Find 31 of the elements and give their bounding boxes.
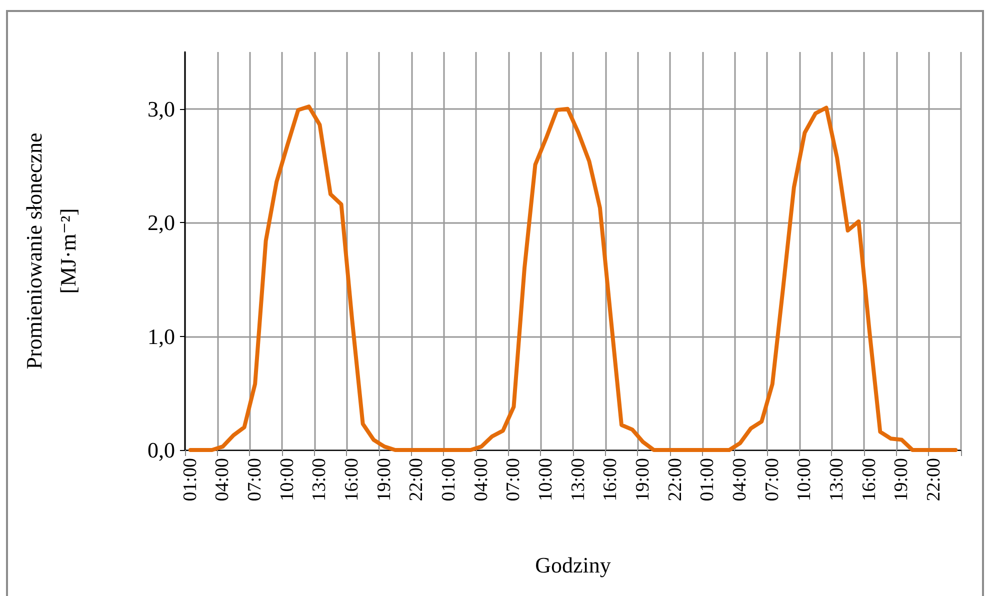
- line-series: [188, 104, 958, 452]
- y-tick-label: 0,0: [148, 438, 175, 462]
- x-tick-label: 22:00: [406, 458, 428, 502]
- x-tick-label: 07:00: [503, 458, 524, 502]
- x-tick-label: 04:00: [212, 458, 234, 502]
- x-tick-label: 19:00: [891, 458, 912, 502]
- x-tick-label: 10:00: [794, 458, 816, 502]
- x-tick-label: 13:00: [568, 458, 589, 502]
- x-tick-label: 16:00: [600, 458, 622, 502]
- x-tick-label: 10:00: [276, 458, 298, 502]
- x-tick-label: 22:00: [664, 458, 686, 502]
- x-tick-label: 01:00: [697, 458, 718, 502]
- x-tick-label: 07:00: [244, 458, 266, 502]
- x-tick-label: 04:00: [730, 458, 751, 502]
- x-axis-title: Godziny: [535, 552, 611, 578]
- x-tick-label: 19:00: [374, 458, 395, 502]
- x-tick-label: 07:00: [762, 458, 783, 502]
- y-tick-label: 3,0: [148, 96, 175, 122]
- y-tick-label: 2,0: [148, 210, 175, 236]
- x-tick-label: 22:00: [924, 458, 945, 502]
- x-tick-label: 04:00: [470, 458, 492, 502]
- y-axis-title: Promieniowanie słoneczne [MJ·m⁻²]: [22, 132, 80, 370]
- x-tick-label: 13:00: [309, 458, 330, 502]
- y-tick-label: 1,0: [148, 324, 175, 349]
- x-tick-label: 13:00: [826, 458, 848, 502]
- x-tick-label: 16:00: [342, 458, 363, 502]
- x-tick-label: 01:00: [180, 458, 201, 502]
- x-tick-label: 16:00: [858, 458, 880, 502]
- x-tick-label: 10:00: [536, 458, 557, 502]
- x-tick-label: 01:00: [438, 458, 460, 502]
- x-tick-label: 19:00: [632, 458, 654, 502]
